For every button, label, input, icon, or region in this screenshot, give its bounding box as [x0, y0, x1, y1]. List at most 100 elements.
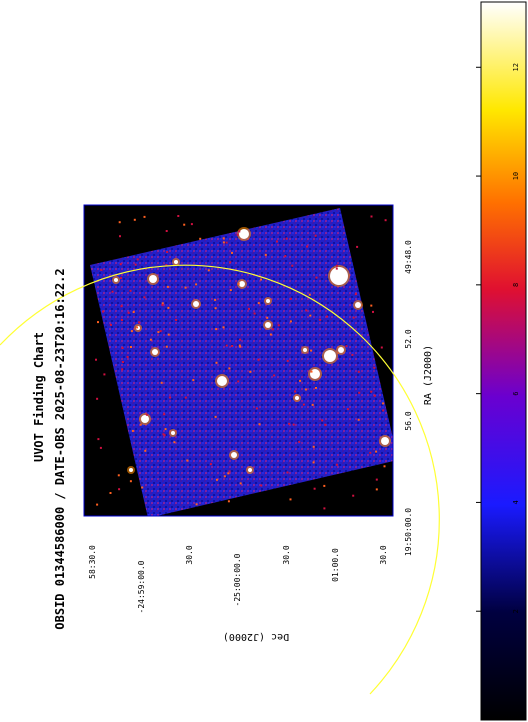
noise-pixel: [159, 330, 162, 333]
noise-pixel: [222, 241, 225, 244]
noise-pixel: [370, 304, 373, 307]
star: [355, 302, 361, 308]
noise-pixel: [225, 344, 228, 347]
noise-pixel: [239, 482, 242, 485]
star: [217, 376, 227, 386]
noise-pixel: [131, 429, 134, 432]
noise-pixel: [383, 465, 386, 468]
noise-pixel: [380, 346, 383, 349]
noise-pixel: [304, 388, 307, 391]
ra-tick-label: 19:50:00.0: [404, 508, 413, 556]
noise-pixel: [309, 314, 312, 317]
noise-pixel: [289, 320, 292, 323]
noise-pixel: [162, 433, 165, 436]
star: [171, 431, 175, 435]
dec-tick-label: 58:30.0: [88, 545, 97, 579]
colorbar-tick-label: 2: [512, 609, 520, 613]
noise-pixel: [96, 397, 99, 400]
dec-tick-label: 30.0: [282, 545, 291, 564]
noise-pixel: [382, 409, 385, 412]
noise-pixel: [100, 268, 103, 271]
colorbar-tick-label: 12: [512, 63, 520, 71]
noise-pixel: [117, 474, 120, 477]
colorbar-tick-label: 10: [512, 172, 520, 180]
noise-pixel: [229, 289, 232, 292]
noise-pixel: [370, 215, 373, 218]
noise-pixel: [237, 282, 240, 285]
noise-pixel: [129, 289, 132, 292]
noise-pixel: [118, 488, 121, 491]
noise-pixel: [183, 223, 186, 226]
noise-pixel: [167, 333, 170, 336]
noise-pixel: [163, 434, 166, 437]
noise-pixel: [323, 484, 326, 487]
noise-pixel: [160, 381, 163, 384]
noise-pixel: [276, 240, 278, 243]
colorbar-gradient: [480, 1, 527, 721]
colorbar-tick-label: 4: [512, 500, 520, 504]
noise-pixel: [302, 403, 305, 406]
star: [114, 278, 118, 282]
source-region-circle: [0, 264, 440, 695]
noise-pixel: [216, 478, 218, 481]
noise-pixel: [292, 423, 295, 426]
noise-pixel: [253, 312, 256, 315]
noise-pixel: [298, 440, 301, 443]
noise-pixel: [310, 370, 313, 373]
noise-pixel: [192, 379, 195, 382]
noise-pixel: [357, 370, 360, 373]
noise-pixel: [215, 328, 218, 331]
noise-pixel: [214, 307, 217, 310]
star: [310, 369, 320, 379]
noise-pixel: [166, 251, 169, 253]
noise-pixel: [96, 503, 99, 506]
noise-pixel: [373, 394, 376, 397]
noise-pixel: [184, 286, 187, 289]
star: [193, 301, 199, 307]
noise-pixel: [248, 307, 250, 310]
noise-pixel: [345, 345, 348, 348]
noise-pixel: [369, 451, 372, 454]
noise-pixel: [255, 407, 258, 410]
star: [330, 267, 348, 285]
noise-pixel: [129, 480, 132, 483]
noise-pixel: [121, 361, 124, 363]
star-field: [95, 215, 391, 510]
noise-pixel: [119, 235, 121, 238]
noise-pixel: [239, 345, 242, 348]
noise-pixel: [294, 390, 297, 393]
colorbar-tick-label: 8: [512, 283, 520, 287]
noise-pixel: [357, 418, 360, 421]
colorbar-ticks: 2 4 6 8 10 12: [476, 63, 520, 613]
noise-pixel: [289, 297, 292, 300]
noise-pixel: [286, 471, 289, 474]
noise-pixel: [238, 344, 241, 347]
noise-pixel: [169, 396, 172, 399]
star: [324, 350, 336, 362]
dec-tick-label: -25:00:00.0: [233, 553, 242, 606]
noise-pixel: [257, 302, 260, 305]
noise-pixel: [370, 390, 373, 393]
noise-pixel: [173, 441, 176, 444]
noise-pixel: [308, 293, 311, 296]
dec-tick-label: 30.0: [185, 545, 194, 564]
noise-pixel: [184, 396, 187, 399]
noise-pixel: [324, 423, 327, 426]
noise-pixel: [130, 346, 132, 348]
ra-axis: 49:48.0 52.0 56.0 19:50:00.0 RA (J2000): [404, 240, 434, 556]
noise-pixel: [258, 423, 261, 426]
noise-pixel: [277, 324, 280, 327]
colorbar-tick-label: 6: [512, 392, 520, 396]
noise-pixel: [195, 283, 198, 286]
noise-pixel: [165, 264, 168, 267]
noise-pixel: [227, 472, 230, 475]
noise-pixel: [356, 245, 359, 248]
noise-pixel: [238, 230, 241, 233]
noise-pixel: [257, 358, 260, 361]
noise-pixel: [231, 345, 234, 347]
noise-pixel: [118, 221, 121, 224]
noise-pixel: [97, 321, 99, 324]
chart-title: UVOT Finding Chart: [32, 332, 46, 462]
noise-pixel: [214, 298, 217, 301]
star: [141, 415, 149, 423]
